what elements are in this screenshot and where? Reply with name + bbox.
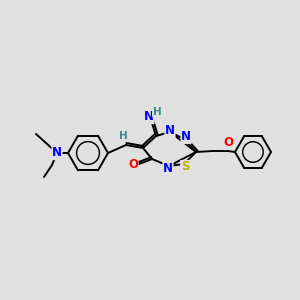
Text: N: N — [181, 130, 191, 143]
Text: O: O — [128, 158, 138, 170]
Text: S: S — [181, 160, 189, 173]
Text: H: H — [118, 131, 127, 141]
Text: N: N — [165, 124, 175, 137]
Text: N: N — [144, 110, 154, 124]
Text: O: O — [223, 136, 233, 149]
Text: N: N — [52, 146, 62, 160]
Text: N: N — [163, 161, 173, 175]
Text: H: H — [153, 107, 161, 117]
